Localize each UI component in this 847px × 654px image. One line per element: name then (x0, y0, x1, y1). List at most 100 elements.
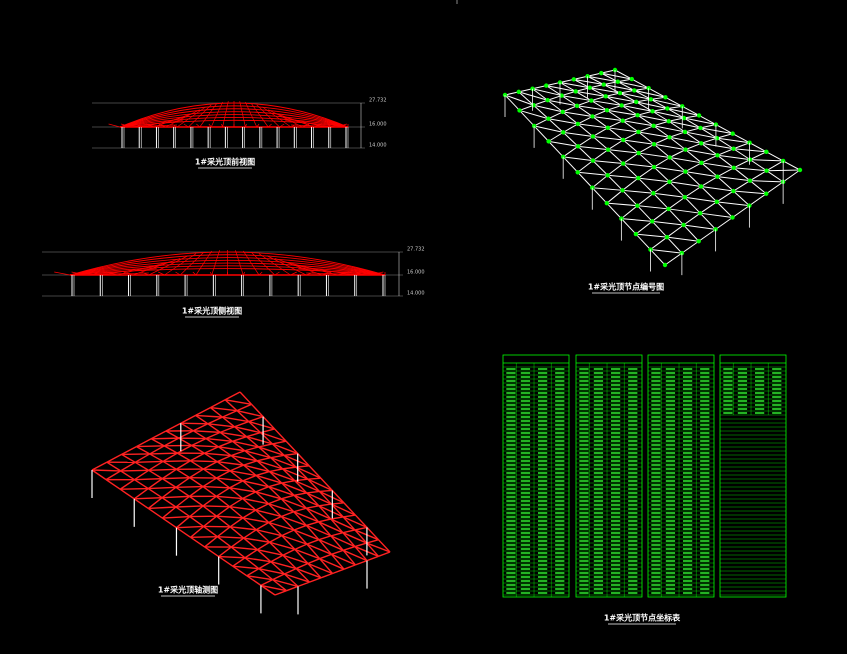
member (766, 170, 784, 183)
member (204, 446, 219, 454)
member (306, 505, 319, 509)
member (342, 529, 356, 534)
member (504, 94, 534, 106)
member (637, 205, 669, 210)
member (162, 452, 178, 463)
roof-member (210, 101, 223, 128)
node (731, 188, 736, 194)
member (667, 108, 700, 116)
member (650, 249, 666, 266)
member (700, 186, 718, 203)
member (637, 205, 653, 222)
member (242, 491, 256, 500)
member (592, 149, 609, 162)
elevation-label: 14.000 (369, 143, 387, 149)
member (634, 89, 666, 98)
member (700, 127, 718, 139)
member (106, 453, 122, 463)
member (603, 84, 635, 91)
member (319, 558, 345, 570)
member (504, 94, 520, 111)
node (605, 147, 611, 152)
member (134, 477, 163, 481)
member (120, 470, 135, 481)
member (232, 436, 247, 442)
roof-member (199, 102, 218, 128)
member (162, 460, 177, 470)
member (532, 85, 547, 90)
member (232, 440, 246, 452)
member (518, 91, 548, 101)
member (685, 149, 718, 156)
member (589, 84, 604, 89)
node (667, 135, 672, 140)
member (669, 131, 686, 138)
roof-member (242, 250, 260, 276)
caption: 1#采光顶节点编号图 (588, 282, 664, 292)
member (297, 581, 310, 588)
member (248, 415, 264, 423)
member (563, 156, 593, 162)
node (665, 106, 670, 111)
member (216, 477, 230, 489)
member (685, 142, 702, 151)
member (147, 478, 163, 490)
roof-member (222, 101, 229, 128)
member (592, 160, 624, 165)
node (559, 93, 564, 98)
node (699, 141, 704, 146)
member (268, 515, 282, 524)
member (619, 92, 651, 100)
member (121, 453, 136, 463)
member (280, 498, 295, 513)
node (620, 118, 625, 123)
member (330, 535, 356, 548)
member (605, 95, 637, 103)
member (669, 157, 686, 172)
member (607, 127, 639, 133)
member (577, 123, 594, 137)
member (765, 181, 784, 195)
member (716, 133, 733, 139)
member (591, 187, 608, 204)
node (662, 262, 668, 268)
member (230, 450, 246, 457)
member (293, 511, 319, 523)
member (306, 492, 332, 505)
member (621, 105, 638, 116)
member (119, 488, 135, 500)
member (293, 529, 308, 545)
member (331, 502, 344, 505)
node (666, 206, 671, 212)
member (577, 123, 608, 129)
member (623, 139, 655, 145)
member (204, 536, 218, 548)
member (378, 551, 391, 557)
member (749, 159, 767, 172)
member (519, 110, 535, 127)
member (606, 104, 622, 111)
member (191, 437, 207, 447)
member (653, 125, 686, 133)
member (699, 201, 718, 214)
member (218, 446, 232, 457)
member (653, 166, 670, 183)
member (619, 89, 635, 94)
member (244, 450, 258, 462)
member (318, 518, 332, 523)
member (229, 487, 244, 500)
member (175, 495, 190, 508)
node (698, 125, 703, 131)
node (601, 82, 606, 87)
member (631, 78, 649, 89)
member (255, 470, 270, 477)
member (268, 522, 283, 537)
table-block (575, 354, 643, 598)
member (191, 444, 205, 454)
member (202, 505, 230, 508)
member (766, 151, 784, 162)
member (318, 539, 344, 551)
member (561, 95, 578, 107)
node (651, 191, 656, 196)
member (650, 98, 668, 109)
